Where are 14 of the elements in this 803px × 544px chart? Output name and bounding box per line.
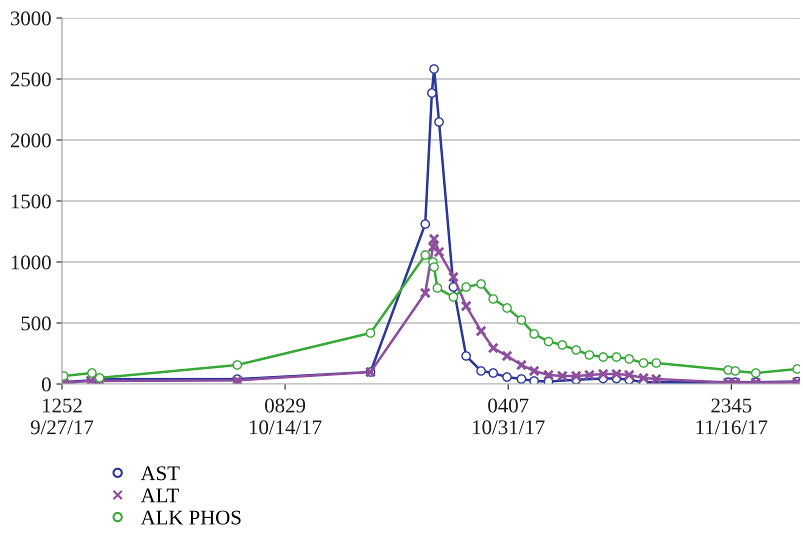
y-tick-label: 1000	[12, 255, 51, 270]
y-tick-label: 0	[42, 377, 51, 392]
legend-label: ALK PHOS	[140, 510, 241, 525]
y-tick-label: 3000	[10, 11, 51, 26]
y-tick-label: 1500	[12, 194, 51, 208]
x-tick-label: 0407 10/31/17	[473, 398, 545, 434]
x-tick-label: 1252 9/27/17	[30, 398, 94, 434]
legend-label: AST	[140, 466, 180, 480]
legend-label: ALT	[140, 488, 179, 502]
y-tick-label: 500	[22, 316, 51, 330]
x-tick-label: 0829 10/14/17	[250, 398, 322, 434]
x-tick-label: 2345 11/16/17	[696, 398, 768, 434]
y-tick-label: 2500	[10, 72, 51, 86]
y-tick-label: 2000	[10, 133, 51, 148]
